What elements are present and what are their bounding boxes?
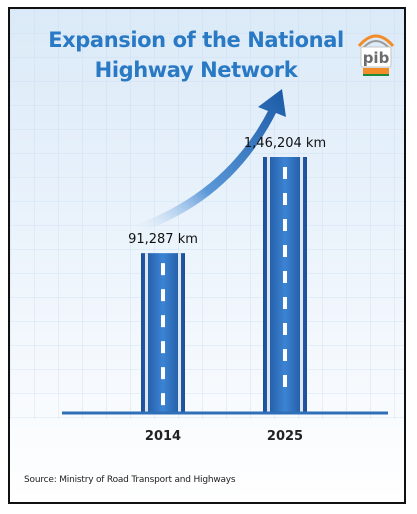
- x-tick-label-2014: 2014: [145, 429, 181, 444]
- svg-text:pib: pib: [363, 49, 390, 67]
- pib-logo: pib: [355, 24, 397, 78]
- title-line-1: Expansion of the National: [48, 28, 344, 52]
- infographic-frame: 91,287 km 1,46,204 km 2014 2025 Expansion …: [8, 7, 406, 504]
- poster: 91,287 km 1,46,204 km 2014 2025 Expansion …: [10, 9, 404, 502]
- bar-2025: [263, 157, 307, 413]
- data-label-2025: 1,46,204 km: [244, 136, 326, 151]
- data-label-2014: 91,287 km: [128, 232, 198, 247]
- chart-title: Expansion of the National Highway Networ…: [40, 25, 352, 85]
- grid-background: [10, 9, 404, 419]
- bars-group: [141, 157, 307, 413]
- growth-arrow-icon: [130, 89, 286, 235]
- chart: 91,287 km 1,46,204 km 2014 2025: [10, 9, 404, 502]
- x-tick-label-2025: 2025: [267, 429, 303, 444]
- data-labels-group: 91,287 km 1,46,204 km: [128, 136, 326, 247]
- bar-2014: [141, 253, 185, 413]
- title-line-2: Highway Network: [94, 58, 298, 82]
- x-tick-labels-group: 2014 2025: [145, 429, 303, 444]
- source-note: Source: Ministry of Road Transport and H…: [24, 475, 236, 485]
